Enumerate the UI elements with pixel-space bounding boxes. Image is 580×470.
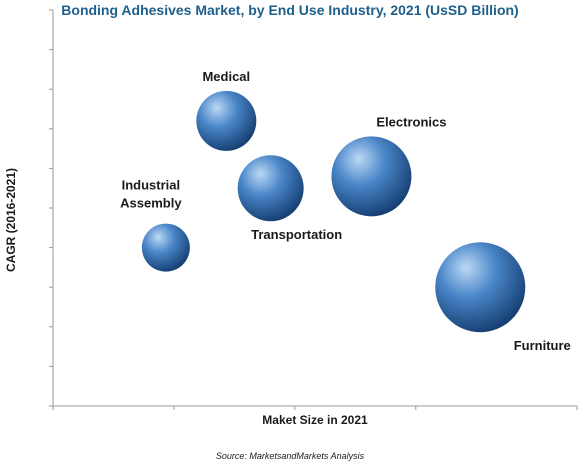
bubble-label-industrial-assembly: Industrial Assembly xyxy=(120,178,182,211)
bubble-label-furniture: Furniture xyxy=(514,338,571,353)
bubble-label-transportation: Transportation xyxy=(251,227,342,242)
source-note: Source: MarketsandMarkets Analysis xyxy=(215,451,365,461)
x-axis-ticks xyxy=(52,406,578,410)
y-axis-label: CAGR (2016-2021) xyxy=(4,168,18,272)
bubble-labels-layer: Medical Transportation Industrial Assembly E… xyxy=(120,69,571,353)
y-axis-ticks xyxy=(49,9,53,407)
x-axis-label: Maket Size in 2021 xyxy=(262,413,368,427)
bubble-furniture xyxy=(435,242,526,333)
bubbles-layer xyxy=(141,90,526,333)
bubble-medical xyxy=(196,90,257,151)
chart-title: Bonding Adhesives Market, by End Use Ind… xyxy=(61,2,519,18)
bubble-industrial-assembly xyxy=(141,223,190,272)
bubble-label-medical: Medical xyxy=(202,69,250,84)
bubble-transportation xyxy=(237,155,304,222)
bubble-label-electronics: Electronics xyxy=(376,114,446,129)
bubble-electronics xyxy=(331,136,412,217)
